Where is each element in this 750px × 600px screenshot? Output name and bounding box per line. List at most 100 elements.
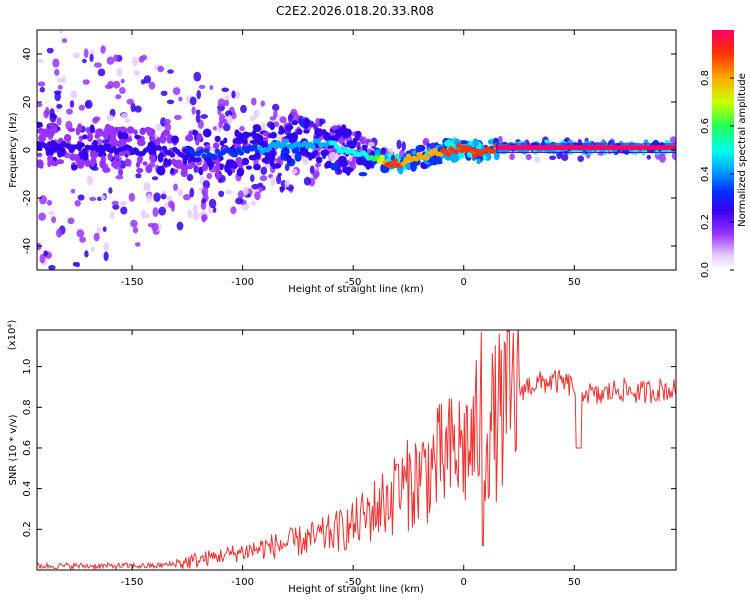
spectrogram-band-blob <box>118 130 123 140</box>
spectrogram-band-blob <box>163 157 169 167</box>
spectrogram-noise-blob <box>237 190 245 199</box>
snr-frame <box>36 329 677 571</box>
snr-ytick-label: 0.2 <box>22 521 33 537</box>
spectrogram-noise-blob <box>189 96 197 106</box>
spectrogram-noise-blob <box>208 198 217 209</box>
spectrogram-noise-blob <box>83 48 89 58</box>
spectrogram-band-blob <box>235 156 243 165</box>
spectrogram-band-blob <box>472 138 479 148</box>
spectrogram-noise-blob <box>319 118 326 125</box>
spectrogram-noise-blob <box>140 209 147 219</box>
snr-xtick-label: 0 <box>461 577 467 588</box>
spectrogram-band-blob <box>47 154 54 164</box>
spectrogram-band-blob <box>196 133 203 141</box>
spectrogram-ridge-point <box>403 157 409 163</box>
spectrogram-ridge-point <box>413 156 420 162</box>
spectrogram-noise-blob <box>43 250 48 257</box>
spectrogram-band-blob <box>380 166 390 174</box>
spectrogram-band-blob <box>284 152 289 158</box>
spectrogram-ridge-point <box>100 146 107 153</box>
spectrogram-noise-blob <box>74 200 81 207</box>
spectrogram-band-blob <box>121 132 129 140</box>
spectrogram-noise-blob <box>167 69 174 74</box>
spectrogram-noise-blob <box>52 58 60 68</box>
spectrogram-band-blob <box>272 163 282 169</box>
spectrogram-noise-blob <box>231 90 236 99</box>
spectrogram-ridge-point <box>310 144 316 150</box>
spectrogram-noise-blob <box>67 217 75 225</box>
spectrogram-band-blob <box>430 159 438 164</box>
snr-xlabel: Height of straight line (km) <box>288 584 424 595</box>
spectrogram-band-blob <box>137 139 146 147</box>
spectrogram-noise-blob <box>82 79 90 85</box>
spectrogram-noise-blob <box>187 209 192 219</box>
spectrogram-noise-blob <box>312 170 319 180</box>
spectrogram-band-blob <box>86 126 90 134</box>
spectrogram-noise-blob <box>119 201 127 206</box>
spectrogram-ridge-point <box>469 148 475 154</box>
spectrogram-band-blob <box>37 152 43 157</box>
spectrogram-noise-blob <box>239 125 245 132</box>
spectrogram-noise-blob <box>258 185 263 193</box>
spectrogram-band-blob <box>149 152 156 163</box>
spectrogram-noise-blob <box>126 98 135 105</box>
spectrogram-noise-blob <box>260 166 268 175</box>
spectrogram-noise-blob <box>291 168 298 175</box>
spectrogram-noise-blob <box>201 214 208 221</box>
spectrogram-noise-blob <box>134 105 142 113</box>
spectrogram-band-blob <box>262 131 270 137</box>
spectrogram-noise-blob <box>646 154 651 160</box>
spectrogram-noise-blob <box>359 136 367 142</box>
spectrogram-noise-blob <box>314 162 322 168</box>
spectrogram-noise-blob <box>277 172 282 177</box>
spectrogram-noise-blob <box>39 195 47 205</box>
spectrogram-noise-blob <box>147 222 155 228</box>
spectrogram-band-blob <box>345 166 351 176</box>
spectrogram-ridge-point <box>392 158 399 164</box>
spectrogram-noise-blob <box>54 92 61 102</box>
spectrogram-noise-blob <box>102 226 107 232</box>
spectrogram-noise-blob <box>56 104 63 109</box>
spectrogram-noise-blob <box>89 196 97 201</box>
spectrogram-noise-blob <box>143 181 151 192</box>
spectrogram-noise-blob <box>48 264 56 270</box>
spectrogram-band-blob <box>133 129 138 136</box>
spectrogram-band-blob <box>358 172 368 177</box>
spectrogram-band-blob <box>232 138 242 144</box>
spectrogram-ridge-point <box>376 158 383 164</box>
spectrogram-noise-blob <box>82 58 87 64</box>
spectrogram-band-blob <box>170 167 175 174</box>
spectrogram-band-blob <box>105 126 113 136</box>
spectrogram-ytick-label: 0 <box>22 147 33 153</box>
spectrogram-band-blob <box>134 134 141 140</box>
spectrogram-noise-blob <box>86 175 94 186</box>
spectrogram-noise-blob <box>525 154 532 161</box>
spectrogram-noise-blob <box>37 242 42 251</box>
spectrogram-noise-blob <box>225 189 233 195</box>
spectrogram-noise-blob <box>51 216 57 224</box>
spectrogram-ridge-point <box>198 148 205 154</box>
spectrogram-noise-blob <box>97 68 106 77</box>
spectrogram-ridge-point <box>334 144 340 150</box>
spectrogram-noise-blob <box>139 128 146 135</box>
spectrogram-band-blob <box>248 154 258 161</box>
spectrogram-band-blob <box>299 145 307 156</box>
spectrogram-noise-blob <box>198 84 206 89</box>
snr-series-line <box>37 330 676 570</box>
spectrogram-band-blob <box>202 163 208 172</box>
spectrogram-noise-blob <box>260 100 265 107</box>
spectrogram-ridge-point <box>389 162 396 168</box>
spectrogram-ridge-point <box>472 152 478 158</box>
spectrogram-noise-blob <box>103 242 110 252</box>
spectrogram-band-blob <box>267 133 276 139</box>
spectrogram-noise-blob <box>287 113 293 123</box>
spectrogram-ridge-point <box>214 148 221 154</box>
spectrogram-noise-blob <box>168 200 175 209</box>
spectrogram-ridge-point <box>456 142 462 148</box>
spectrogram-noise-blob <box>209 85 214 90</box>
spectrogram-band-blob <box>493 151 500 161</box>
spectrogram-noise-blob <box>240 104 247 114</box>
spectrogram-noise-blob <box>160 90 168 97</box>
figure-title: C2E2.2026.018.20.33.R08 <box>276 4 434 18</box>
spectrogram-band-blob <box>365 160 372 170</box>
